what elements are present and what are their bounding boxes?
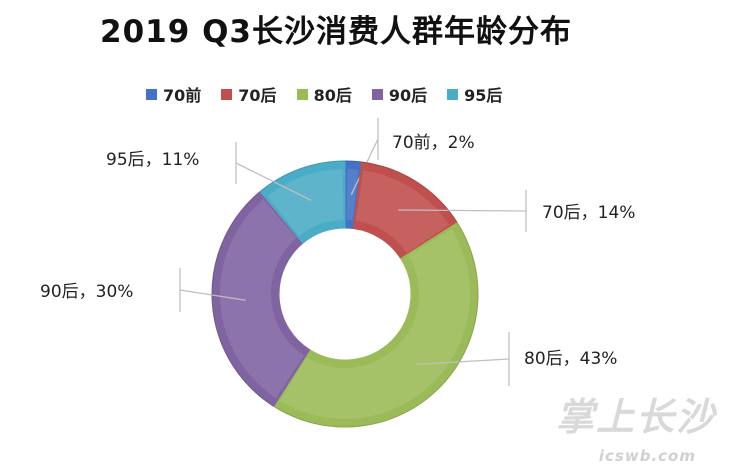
data-label: 95后，11% [106,150,199,170]
watermark-url: icswb.com [598,447,696,465]
legend-swatch [221,88,233,100]
legend-label: 80后 [313,86,352,105]
legend-label: 70前 [163,86,202,105]
data-label: 70后，14% [542,203,635,223]
donut-slice [259,160,346,244]
donut-slice [211,190,311,407]
donut-slice-highlight [346,169,359,221]
donut-slice-highlight [267,169,344,237]
legend-item: 70前 [146,82,201,106]
chart-title: 2019 Q3长沙消费人群年龄分布 [100,14,572,50]
donut-slice [273,222,479,428]
legend-swatch [296,88,308,100]
donut-slice-highlight [219,199,305,399]
donut-slice-highlight [280,229,471,420]
legend-item: 70后 [221,82,277,106]
legend-label: 95后 [464,86,503,105]
donut-slice-highlight [355,170,450,254]
legend: 70前 70后 80后 90后 95后 [146,82,502,106]
leader-line [179,289,246,301]
data-label: 80后，43% [524,349,617,369]
leader-line [235,162,312,201]
legend-item: 90后 [371,82,428,106]
data-label: 90后，30% [40,282,133,302]
legend-label: 70后 [238,86,277,105]
data-label: 70前，2% [392,133,475,153]
legend-swatch [146,88,157,100]
legend-swatch [371,88,383,100]
leader-line [398,209,527,212]
leader-line [415,358,510,366]
legend-swatch [447,88,459,100]
legend-label: 90后 [388,86,428,105]
legend-item: 80后 [296,82,352,106]
watermark-logo: 掌上长沙 [555,395,716,439]
legend-item: 95后 [447,82,502,106]
donut-outer-ring [211,160,479,428]
